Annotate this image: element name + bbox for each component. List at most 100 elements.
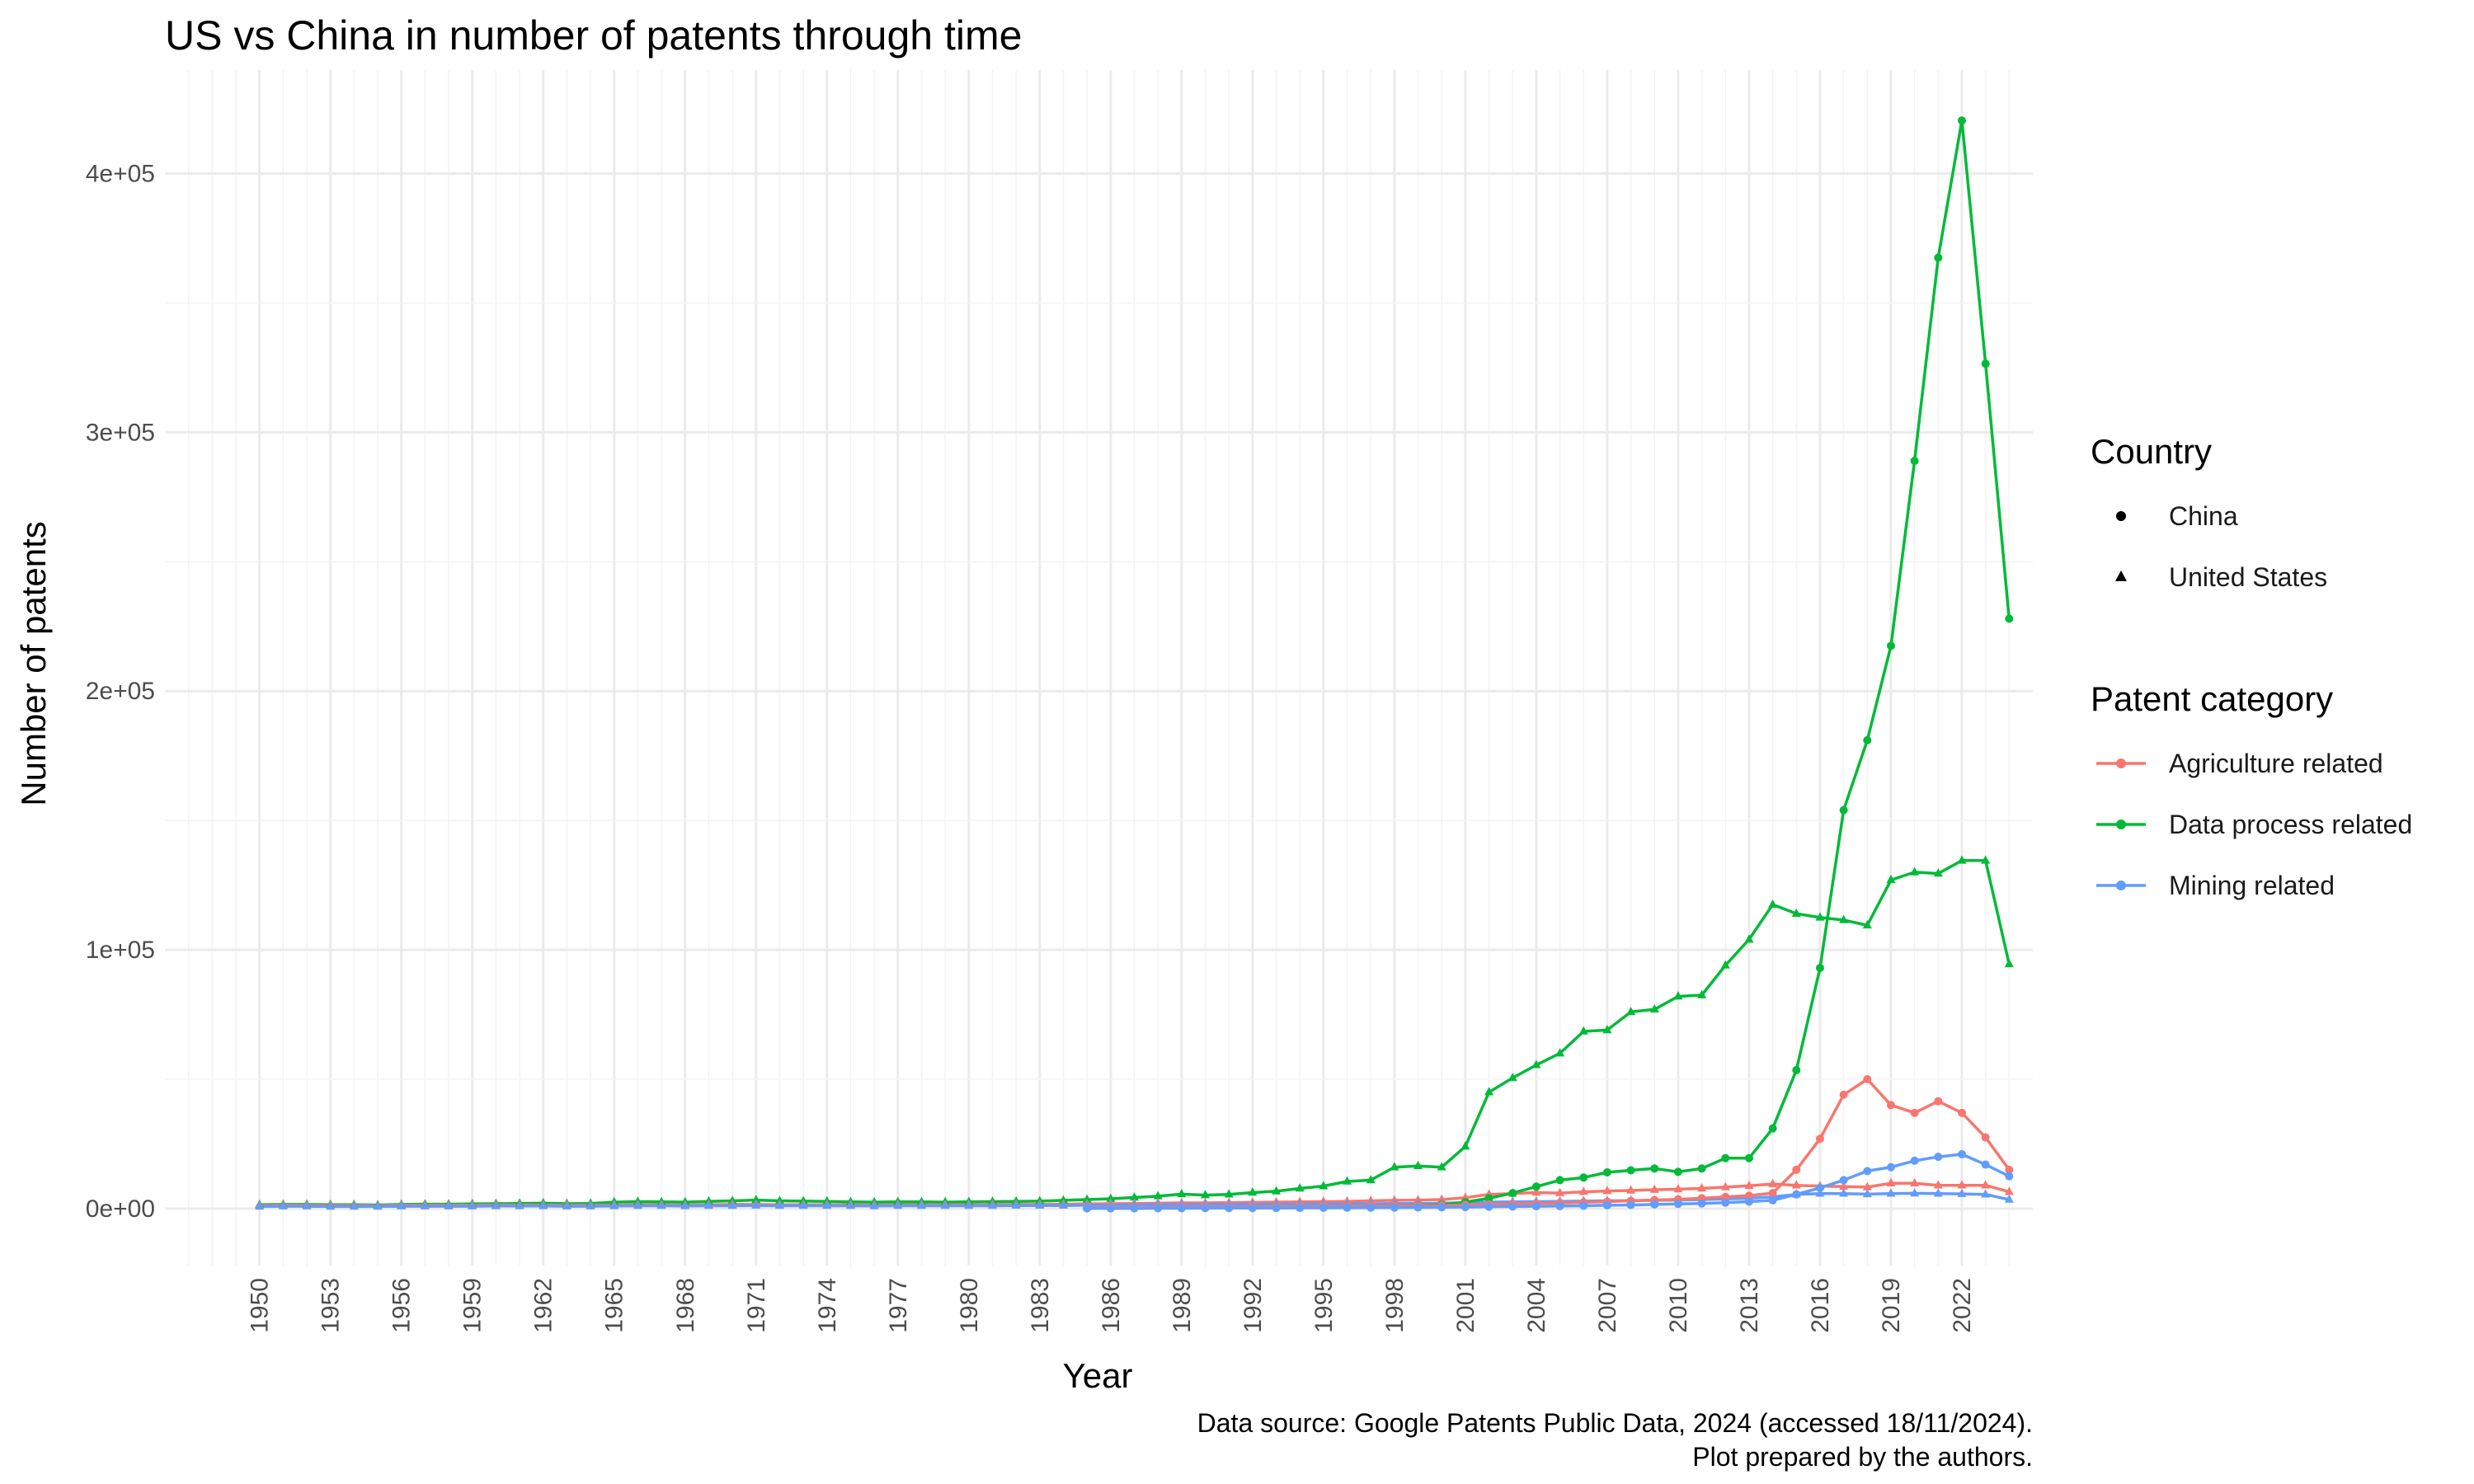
- china-agriculture-related-point: [1792, 1166, 1800, 1174]
- china-data-process-related-line: [1087, 120, 2009, 1208]
- legend-label-united-states: United States: [2169, 562, 2327, 592]
- china-mining-related-point: [1911, 1157, 1919, 1165]
- x-tick-label: 2004: [1523, 1278, 1550, 1333]
- china-mining-related-point: [1083, 1205, 1091, 1213]
- x-tick-label: 1992: [1239, 1278, 1267, 1333]
- china-data-process-related-point: [1816, 964, 1824, 972]
- china-agriculture-related-point: [1816, 1134, 1824, 1143]
- china-mining-related-point: [1745, 1197, 1753, 1205]
- china-mining-related-point: [1934, 1153, 1942, 1161]
- y-axis-ticks: 0e+00 1e+05 2e+05 3e+05 4e+05: [86, 161, 155, 1223]
- legend-label-china: China: [2169, 501, 2238, 531]
- x-tick-label: 2019: [1878, 1278, 1905, 1333]
- y-tick-label: 2e+05: [86, 678, 155, 705]
- x-tick-label: 2013: [1736, 1278, 1763, 1333]
- china-data-process-related-point: [1982, 359, 1990, 368]
- china-mining-related-point: [1461, 1203, 1470, 1211]
- x-tick-label: 1983: [1027, 1278, 1054, 1333]
- united-states-data-process-related-point: [1768, 899, 1777, 908]
- china-mining-related-point: [1414, 1204, 1423, 1212]
- china-agriculture-related-point: [1934, 1097, 1942, 1106]
- china-mining-related-point: [1982, 1161, 1990, 1169]
- x-tick-label: 1995: [1310, 1278, 1338, 1333]
- caption-authors: Plot prepared by the authors.: [1692, 1442, 2033, 1472]
- china-mining-related-point: [1343, 1204, 1352, 1212]
- x-tick-label: 2010: [1665, 1278, 1692, 1333]
- x-tick-label: 1956: [388, 1278, 416, 1333]
- legend-key-united-states: [2115, 571, 2127, 581]
- x-tick-label: 1986: [1098, 1278, 1125, 1333]
- x-tick-label: 1974: [814, 1278, 841, 1333]
- x-tick-label: 1998: [1381, 1278, 1409, 1333]
- china-mining-related-point: [1225, 1204, 1233, 1212]
- chart-title: US vs China in number of patents through…: [165, 12, 1022, 59]
- legend-key-point-data-process-related: [2116, 819, 2126, 829]
- legend: Country China United States Patent categ…: [2091, 432, 2412, 900]
- legend-country-title: Country: [2091, 432, 2212, 471]
- x-axis-ticks: 1950195319561959196219651968197119741977…: [247, 1278, 1976, 1333]
- china-data-process-related-point: [1911, 457, 1919, 465]
- china-data-process-related-point: [1934, 254, 1942, 262]
- legend-key-point-mining-related: [2116, 881, 2126, 890]
- china-agriculture-related-point: [1958, 1109, 1966, 1117]
- china-mining-related-point: [1249, 1204, 1257, 1212]
- china-mining-related-point: [2005, 1172, 2013, 1181]
- china-mining-related-point: [1698, 1200, 1706, 1208]
- china-mining-related-point: [1958, 1150, 1966, 1158]
- legend-key-china: [2116, 511, 2126, 521]
- china-mining-related-point: [1887, 1163, 1895, 1172]
- china-mining-related-point: [1840, 1176, 1848, 1184]
- china-data-process-related-point: [2005, 614, 2013, 622]
- china-mining-related-point: [1178, 1204, 1186, 1212]
- china-mining-related-point: [1107, 1205, 1115, 1213]
- china-mining-related-point: [1792, 1190, 1800, 1199]
- y-tick-label: 1e+05: [86, 937, 155, 964]
- y-axis-title: Number of patents: [14, 521, 53, 806]
- china-mining-related-point: [1154, 1205, 1162, 1213]
- x-tick-label: 1965: [601, 1278, 628, 1333]
- china-data-process-related-point: [1674, 1167, 1682, 1176]
- china-mining-related-point: [1579, 1202, 1587, 1210]
- china-data-process-related-point: [1840, 806, 1848, 815]
- y-tick-label: 0e+00: [86, 1195, 155, 1223]
- legend-category-title: Patent category: [2091, 679, 2333, 718]
- china-agriculture-related-point: [1769, 1189, 1777, 1197]
- x-tick-label: 1989: [1169, 1278, 1196, 1333]
- legend-key-point-agriculture-related: [2116, 758, 2126, 768]
- x-tick-label: 1980: [956, 1278, 983, 1333]
- china-mining-related-point: [1296, 1204, 1304, 1212]
- china-data-process-related-point: [1792, 1066, 1800, 1074]
- china-mining-related-point: [1319, 1204, 1328, 1212]
- china-mining-related-point: [1863, 1167, 1871, 1175]
- plot-grid: [165, 70, 2033, 1266]
- y-tick-label: 3e+05: [86, 419, 155, 446]
- china-agriculture-related-point: [1840, 1091, 1848, 1099]
- x-tick-label: 1968: [672, 1278, 699, 1333]
- china-data-process-related-point: [1721, 1154, 1729, 1162]
- china-data-process-related-point: [1556, 1176, 1564, 1184]
- legend-label-agriculture: Agriculture related: [2169, 749, 2383, 778]
- x-tick-label: 1962: [530, 1278, 557, 1333]
- china-agriculture-related-point: [1911, 1109, 1919, 1117]
- legend-label-data-process: Data process related: [2169, 810, 2412, 839]
- x-tick-label: 1971: [743, 1278, 770, 1333]
- china-mining-related-point: [1627, 1201, 1635, 1209]
- china-data-process-related-point: [1698, 1164, 1706, 1172]
- x-axis-title: Year: [1063, 1356, 1133, 1395]
- china-mining-related-point: [1202, 1204, 1210, 1212]
- china-mining-related-point: [1272, 1204, 1281, 1212]
- x-tick-label: 2022: [1949, 1278, 1976, 1333]
- china-mining-related-point: [1437, 1203, 1446, 1211]
- china-data-process-related-point: [1958, 116, 1966, 124]
- china-data-process-related-point: [1508, 1189, 1517, 1197]
- china-data-process-related-point: [1745, 1154, 1753, 1162]
- china-mining-related-point: [1556, 1202, 1564, 1210]
- china-mining-related-point: [1603, 1201, 1611, 1209]
- china-mining-related-point: [1366, 1204, 1375, 1212]
- legend-label-mining: Mining related: [2169, 871, 2335, 900]
- y-tick-label: 4e+05: [86, 161, 155, 188]
- china-data-process-related-point: [1863, 736, 1871, 744]
- china-mining-related-point: [1485, 1203, 1493, 1211]
- china-data-process-related-point: [1627, 1167, 1635, 1175]
